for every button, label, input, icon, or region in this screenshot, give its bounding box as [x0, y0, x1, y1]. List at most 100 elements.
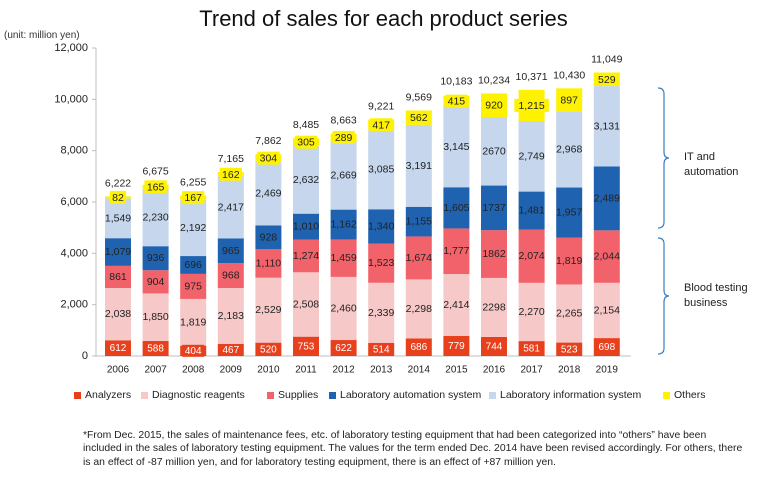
- total-label: 7,165: [218, 153, 244, 165]
- data-labels: 612 2,038 861 1,079 1,549 82 6,222 588 1,850 904 9…: [105, 53, 623, 357]
- data-label: 2,469: [255, 188, 281, 200]
- legend-swatch: [267, 391, 274, 399]
- data-label: 698: [598, 342, 615, 353]
- data-label-bg: [407, 111, 430, 125]
- bar-segment: [293, 272, 319, 337]
- bar-segment: [518, 191, 545, 230]
- data-label: 1,819: [180, 316, 206, 328]
- data-label: 2,632: [293, 174, 319, 186]
- data-label-bg: [445, 340, 468, 353]
- bar-segment: [518, 121, 545, 192]
- data-label: 2,460: [330, 302, 356, 314]
- legend-item-others: Others: [663, 389, 706, 401]
- total-label: 10,430: [553, 69, 585, 81]
- data-label-bg: [445, 94, 468, 108]
- data-label: 622: [335, 343, 352, 354]
- legend-label: Laboratory information system: [500, 389, 642, 401]
- total-label: 9,221: [368, 100, 394, 112]
- bar-segment: [518, 282, 545, 342]
- legend-swatch: [329, 391, 336, 399]
- data-label: 415: [448, 96, 466, 108]
- data-label: 404: [185, 346, 202, 357]
- data-label-bg: [407, 341, 430, 354]
- bar-segment: [142, 270, 169, 294]
- legend-item-analyzers: Analyzers: [74, 389, 131, 401]
- bar-segment: [556, 237, 583, 285]
- total-label: 11,049: [591, 53, 622, 65]
- data-label: 2,508: [293, 298, 319, 310]
- legend-label: Diagnostic reagents: [152, 389, 245, 401]
- bar-segment: [142, 246, 169, 271]
- y-tick-label: 4,000: [60, 247, 88, 259]
- bar-segment: [105, 265, 131, 288]
- legend-label: Others: [674, 389, 706, 401]
- bar-segment: [142, 293, 169, 341]
- legend-swatch: [663, 391, 670, 399]
- group-label-line: automation: [684, 166, 739, 178]
- data-label: 2,529: [255, 304, 281, 316]
- data-label: 2,270: [518, 306, 544, 318]
- bar-segment: [556, 284, 583, 343]
- data-label: 1,155: [406, 216, 432, 228]
- bar-segment: [255, 277, 282, 343]
- x-tick-label: 2016: [483, 365, 506, 376]
- data-label: 861: [109, 271, 127, 283]
- data-label: 1,162: [330, 219, 356, 231]
- bracket-it-automation: [657, 87, 670, 229]
- data-label: 1,340: [368, 220, 394, 232]
- data-label-bg: [514, 98, 549, 112]
- data-label: 1,481: [518, 205, 544, 217]
- bar-segment: [405, 124, 432, 207]
- bar-segment: [255, 225, 282, 250]
- data-label: 965: [222, 245, 240, 257]
- data-label: 1,674: [406, 252, 432, 264]
- data-label-bg: [219, 167, 242, 181]
- bar-segment: [330, 239, 357, 277]
- legend-item-diagnostic-reagents: Diagnostic reagents: [141, 389, 245, 401]
- data-label: 1,549: [105, 212, 131, 224]
- data-label: 2,265: [556, 308, 582, 320]
- legend-item-laboratory-automation-system: Laboratory automation system: [329, 389, 481, 401]
- y-tick-label: 6,000: [60, 196, 88, 208]
- total-label: 8,663: [330, 115, 356, 127]
- group-label-it-automation: IT and automation: [684, 150, 738, 180]
- legend-swatch: [74, 391, 81, 399]
- bar-segment: [105, 287, 131, 341]
- data-label: 1,777: [443, 245, 469, 257]
- data-label-bg: [482, 98, 506, 112]
- group-label-blood-testing: Blood testing business: [684, 281, 748, 311]
- total-label: 6,675: [142, 166, 168, 178]
- data-label: 2,417: [218, 201, 244, 213]
- data-label: 2,339: [368, 307, 394, 319]
- data-label-bg: [520, 342, 543, 355]
- data-label-bg: [219, 344, 242, 357]
- bar-segment: [556, 111, 583, 188]
- data-label: 167: [184, 192, 202, 204]
- bracket-blood-testing: [657, 237, 670, 355]
- data-label-bg: [182, 191, 205, 205]
- data-label: 1,523: [368, 257, 394, 269]
- legend-item-supplies: Supplies: [267, 389, 318, 401]
- y-tick-label: 8,000: [60, 145, 88, 157]
- total-label: 6,222: [105, 177, 131, 189]
- data-label: 612: [110, 343, 127, 354]
- data-label: 523: [561, 344, 578, 355]
- data-label-bg: [182, 344, 205, 357]
- data-label: 3,085: [368, 164, 394, 176]
- data-label: 686: [410, 342, 427, 353]
- legend-swatch: [141, 391, 148, 399]
- y-tick-label: 10,000: [54, 93, 88, 105]
- x-tick-label: 2008: [182, 365, 205, 376]
- x-tick-label: 2014: [408, 365, 431, 376]
- data-label-bg: [257, 343, 280, 356]
- chart-title: Trend of sales for each product series: [199, 6, 568, 31]
- group-brackets: [657, 87, 670, 355]
- group-label-line: Blood testing: [684, 282, 748, 294]
- data-label: 928: [260, 231, 278, 243]
- x-tick-label: 2011: [295, 365, 317, 376]
- data-label: 82: [112, 192, 124, 204]
- bar-segment: [180, 273, 207, 299]
- bar-segment: [481, 230, 507, 278]
- bar-segment: [368, 130, 395, 210]
- bar-segment: [180, 298, 207, 346]
